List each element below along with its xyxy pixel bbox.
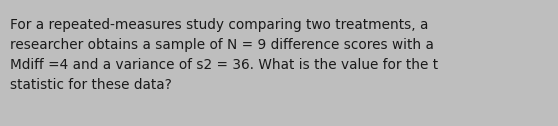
Text: For a repeated-measures study comparing two treatments, a
researcher obtains a s: For a repeated-measures study comparing … [10,18,438,92]
